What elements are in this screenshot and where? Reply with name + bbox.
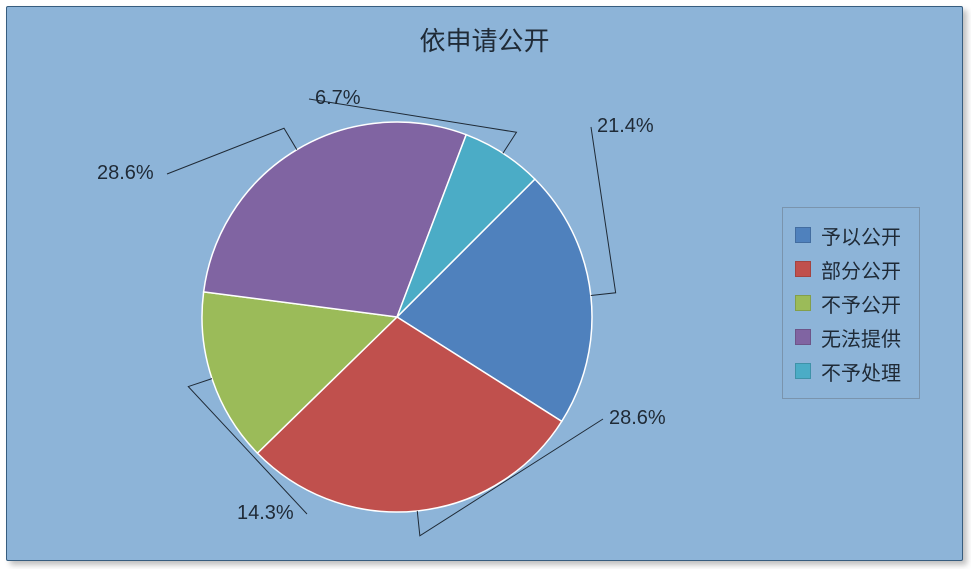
slice-percent-label: 28.6% — [609, 407, 666, 430]
legend-label: 无法提供 — [821, 323, 901, 352]
legend-label: 部分公开 — [821, 255, 901, 284]
legend-label: 予以公开 — [821, 221, 901, 250]
legend-swatch — [795, 227, 811, 243]
slice-percent-label: 28.6% — [97, 162, 154, 185]
chart-panel: 依申请公开 予以公开部分公开不予公开无法提供不予处理 21.4%28.6%14.… — [6, 6, 963, 561]
leader-line — [591, 127, 616, 296]
legend-label: 不予处理 — [821, 357, 901, 386]
legend-item: 不予处理 — [795, 354, 901, 388]
legend-item: 不予公开 — [795, 286, 901, 320]
legend-swatch — [795, 363, 811, 379]
legend-swatch — [795, 329, 811, 345]
slice-percent-label: 21.4% — [597, 115, 654, 138]
slice-percent-label: 14.3% — [237, 502, 294, 525]
legend: 予以公开部分公开不予公开无法提供不予处理 — [782, 207, 920, 399]
slice-percent-label: 6.7% — [315, 87, 361, 110]
legend-swatch — [795, 295, 811, 311]
legend-label: 不予公开 — [821, 289, 901, 318]
legend-item: 予以公开 — [795, 218, 901, 252]
legend-item: 部分公开 — [795, 252, 901, 286]
legend-swatch — [795, 261, 811, 277]
legend-item: 无法提供 — [795, 320, 901, 354]
